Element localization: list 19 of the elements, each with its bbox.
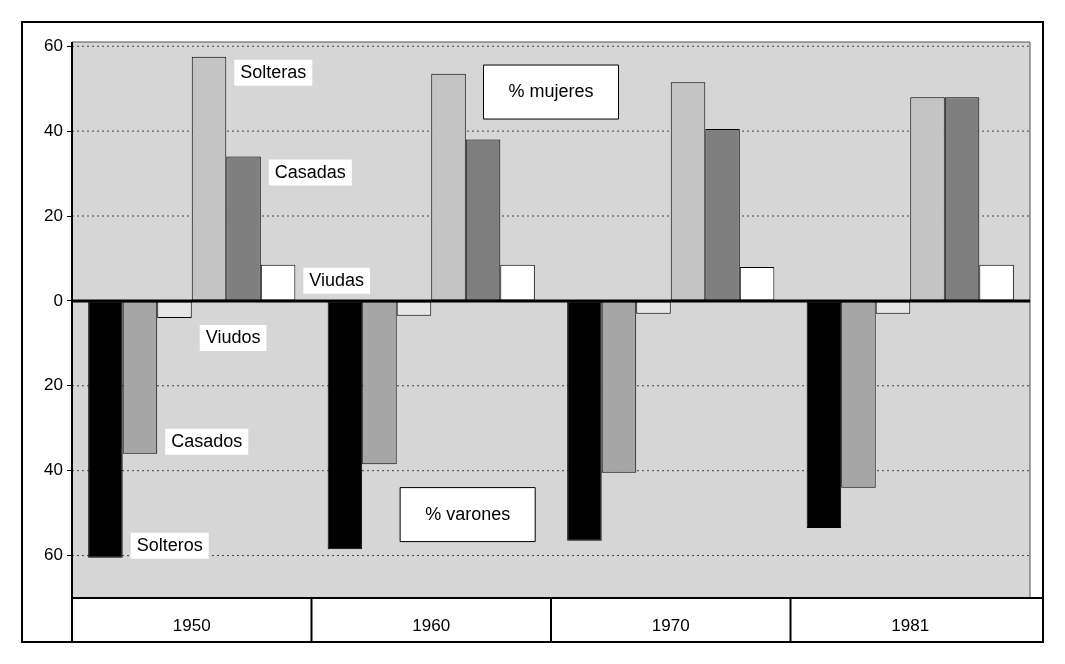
y-tick-label: 60 — [44, 35, 63, 55]
y-tick-label: 20 — [44, 205, 63, 225]
y-tick-label: 40 — [44, 120, 63, 140]
y-tick-label: 60 — [44, 545, 63, 565]
x-tick-label: 1970 — [651, 615, 690, 635]
series-label: Viudos — [205, 326, 261, 347]
x-tick-label: 1981 — [891, 615, 930, 635]
y-tick-label: 20 — [44, 375, 63, 395]
series-label: Solteros — [136, 534, 203, 555]
series-label: Casados — [171, 430, 243, 451]
series-label: Viudas — [309, 269, 365, 290]
series-label: Casadas — [274, 161, 346, 182]
annotation: % varones — [425, 503, 511, 524]
series-label: Solteras — [240, 61, 307, 82]
x-tick-label: 1950 — [172, 615, 211, 635]
y-tick-label: 40 — [44, 460, 63, 480]
y-tick-label: 0 — [53, 290, 63, 310]
x-tick-label: 1960 — [412, 615, 451, 635]
annotation: % mujeres — [508, 81, 594, 102]
